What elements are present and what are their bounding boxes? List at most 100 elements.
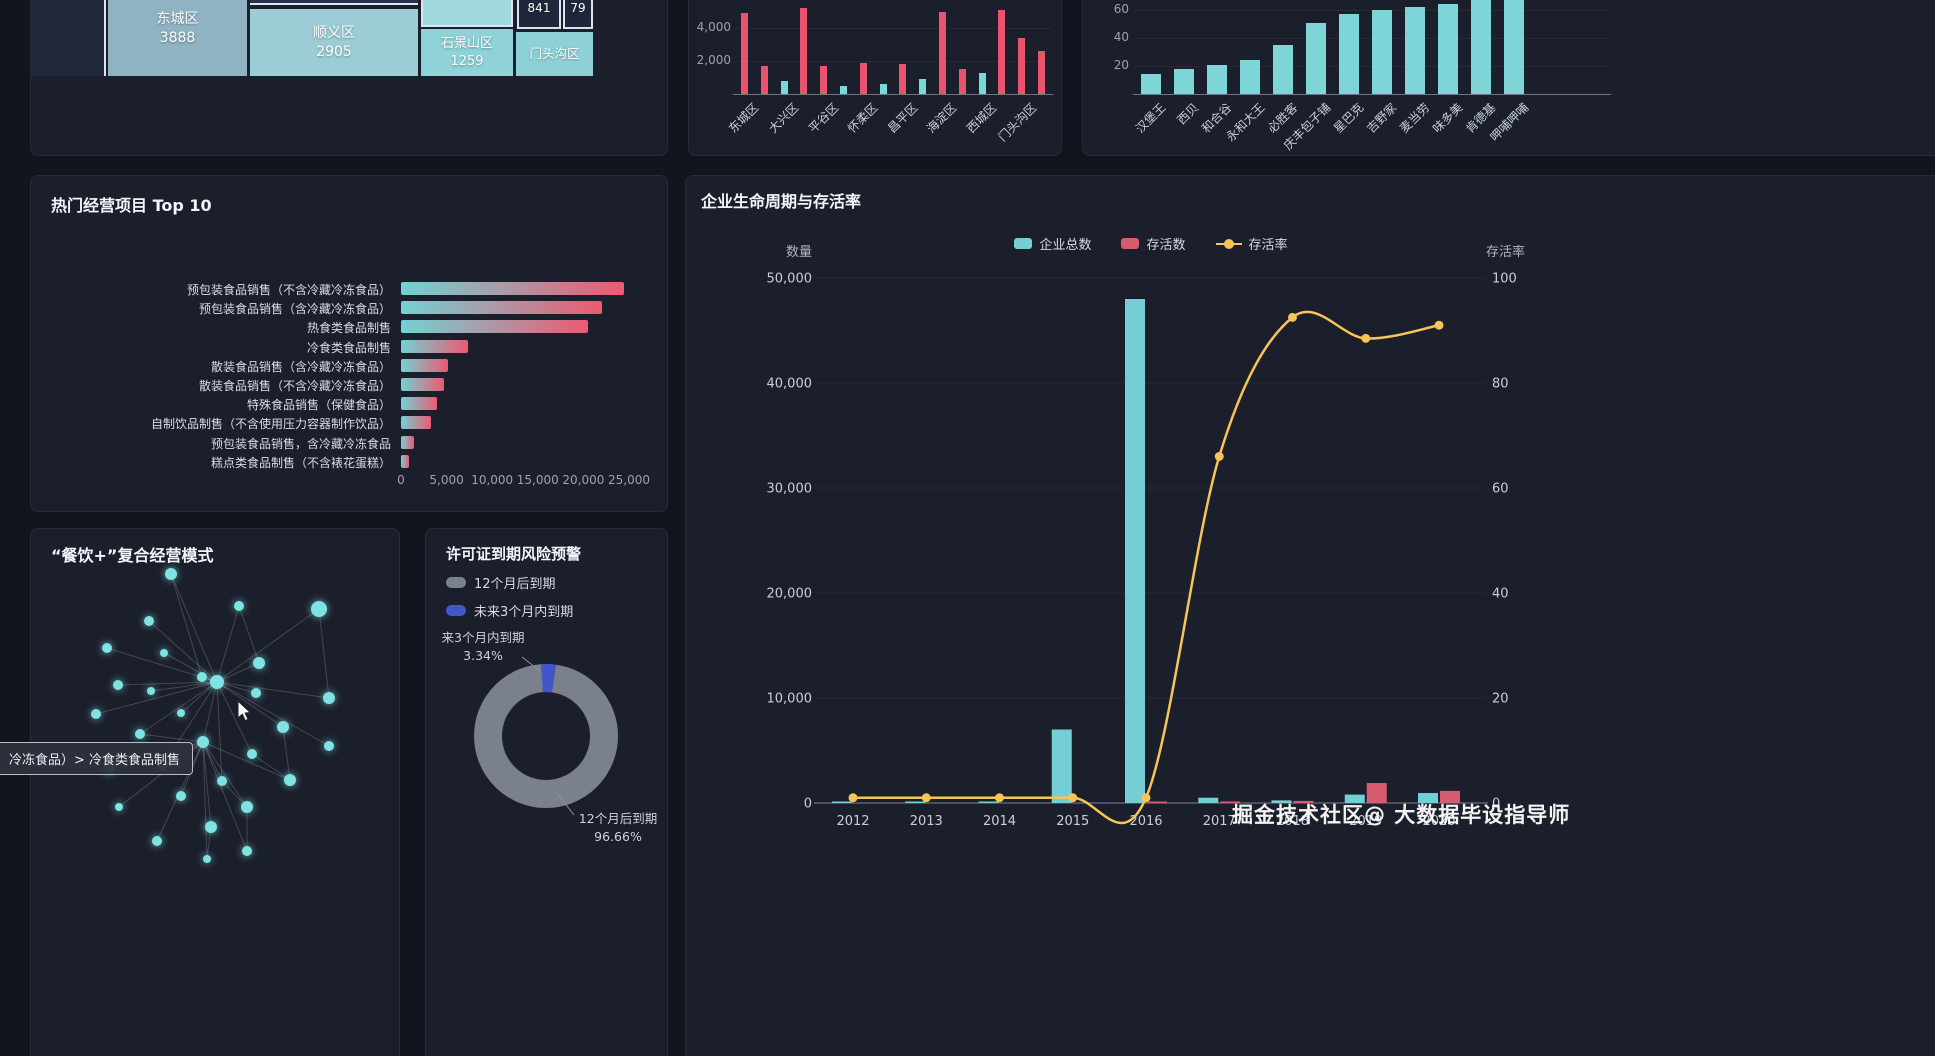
graph-node[interactable] bbox=[165, 568, 177, 580]
graph-node[interactable] bbox=[277, 721, 289, 733]
bar[interactable] bbox=[1207, 64, 1227, 94]
bar-survive[interactable] bbox=[1147, 801, 1167, 804]
bar[interactable] bbox=[1273, 45, 1293, 94]
graph-node[interactable] bbox=[203, 855, 211, 863]
bar-total[interactable] bbox=[905, 801, 926, 804]
bar[interactable] bbox=[401, 378, 444, 391]
graph-node[interactable] bbox=[205, 821, 217, 833]
bar-survive[interactable] bbox=[1366, 783, 1387, 803]
graph-node[interactable] bbox=[210, 675, 224, 689]
bar[interactable] bbox=[401, 282, 625, 295]
bar[interactable] bbox=[401, 416, 432, 430]
treemap-cell[interactable]: 79 bbox=[563, 0, 593, 29]
bar[interactable] bbox=[1438, 4, 1458, 94]
graph-node[interactable] bbox=[197, 672, 207, 682]
graph-node[interactable] bbox=[115, 803, 123, 811]
graph-node[interactable] bbox=[217, 776, 227, 786]
bar[interactable] bbox=[741, 13, 748, 94]
line-point[interactable] bbox=[1141, 793, 1151, 803]
bar-total[interactable] bbox=[1198, 797, 1219, 803]
bar[interactable] bbox=[401, 339, 468, 353]
line-point[interactable] bbox=[921, 793, 931, 803]
bar[interactable] bbox=[1018, 37, 1026, 94]
bar[interactable] bbox=[899, 64, 907, 94]
bar-survive[interactable] bbox=[1440, 790, 1460, 803]
bar[interactable] bbox=[401, 301, 602, 315]
bar[interactable] bbox=[1038, 51, 1045, 94]
graph-node[interactable] bbox=[234, 601, 244, 611]
treemap-cell[interactable]: 石景山区 1259 bbox=[421, 29, 513, 76]
bar[interactable] bbox=[1306, 22, 1326, 94]
bar-total[interactable] bbox=[1418, 793, 1438, 803]
graph-node[interactable] bbox=[323, 692, 335, 704]
line-point[interactable] bbox=[1361, 333, 1371, 343]
treemap-cell[interactable]: 门头沟区 bbox=[516, 32, 593, 76]
bar-survive[interactable] bbox=[1293, 800, 1314, 803]
bar-survive[interactable] bbox=[1220, 801, 1241, 803]
bar[interactable] bbox=[1504, 0, 1524, 94]
bar-total[interactable] bbox=[832, 801, 852, 804]
bar[interactable] bbox=[1174, 68, 1194, 94]
bar[interactable] bbox=[1141, 74, 1161, 94]
graph-node[interactable] bbox=[135, 729, 145, 739]
legend-item[interactable]: 存活数 bbox=[1121, 234, 1186, 253]
legend-item[interactable]: 存活率 bbox=[1215, 234, 1288, 253]
bar[interactable] bbox=[879, 84, 887, 94]
bar[interactable] bbox=[800, 8, 808, 94]
graph-node[interactable] bbox=[102, 643, 112, 653]
bar[interactable] bbox=[919, 79, 927, 94]
bar[interactable] bbox=[978, 72, 986, 94]
bar[interactable] bbox=[401, 435, 414, 449]
bar[interactable] bbox=[401, 358, 448, 372]
bar[interactable] bbox=[760, 65, 768, 94]
bar[interactable] bbox=[820, 65, 828, 94]
line-point[interactable] bbox=[995, 793, 1004, 803]
graph-node[interactable] bbox=[311, 601, 327, 617]
bar[interactable] bbox=[998, 9, 1006, 94]
line-point[interactable] bbox=[1434, 320, 1444, 330]
treemap-cell[interactable]: 顺义区 2905 bbox=[250, 9, 418, 76]
bar[interactable] bbox=[859, 62, 867, 94]
bar-total[interactable] bbox=[1051, 729, 1072, 804]
bar[interactable] bbox=[840, 85, 847, 94]
legend-item[interactable]: 企业总数 bbox=[1014, 234, 1091, 253]
graph-node[interactable] bbox=[113, 680, 123, 690]
legend-item[interactable]: 未来3个月内到期 bbox=[446, 601, 573, 620]
graph-node[interactable] bbox=[284, 774, 296, 786]
graph-node[interactable] bbox=[324, 741, 334, 751]
bar[interactable] bbox=[401, 454, 410, 468]
bar-total[interactable] bbox=[978, 801, 999, 804]
treemap-cell[interactable]: 841 bbox=[517, 0, 561, 29]
bar-total[interactable] bbox=[1125, 299, 1145, 803]
graph-node[interactable] bbox=[241, 801, 253, 813]
bar-total[interactable] bbox=[1271, 800, 1292, 803]
graph-node[interactable] bbox=[91, 709, 101, 719]
bar-total[interactable] bbox=[1344, 794, 1365, 803]
graph-node[interactable] bbox=[253, 657, 265, 669]
bar[interactable] bbox=[939, 11, 946, 94]
line-point[interactable] bbox=[848, 793, 858, 803]
legend-item[interactable]: 12个月后到期 bbox=[446, 573, 573, 592]
bar[interactable] bbox=[1372, 10, 1392, 94]
bar[interactable] bbox=[780, 80, 788, 94]
pie-slice-major[interactable] bbox=[474, 664, 618, 808]
graph-node[interactable] bbox=[144, 616, 154, 626]
bar[interactable] bbox=[401, 397, 438, 411]
graph-node[interactable] bbox=[177, 709, 185, 717]
line-point[interactable] bbox=[1288, 312, 1297, 322]
line-point[interactable] bbox=[1214, 452, 1224, 461]
treemap-cell[interactable] bbox=[31, 0, 106, 76]
treemap-cell[interactable] bbox=[250, 0, 418, 5]
bar[interactable] bbox=[1405, 7, 1425, 94]
graph-node[interactable] bbox=[147, 687, 155, 695]
bar[interactable] bbox=[1471, 0, 1491, 94]
bar[interactable] bbox=[958, 69, 966, 94]
treemap-cell[interactable]: 东城区 3888 bbox=[108, 0, 247, 76]
graph-node[interactable] bbox=[160, 649, 168, 657]
graph-node[interactable] bbox=[176, 791, 186, 801]
treemap-cell[interactable] bbox=[421, 0, 513, 27]
graph-node[interactable] bbox=[197, 736, 209, 748]
bar[interactable] bbox=[401, 320, 588, 334]
line-point[interactable] bbox=[1068, 793, 1078, 803]
graph-node[interactable] bbox=[242, 846, 252, 856]
